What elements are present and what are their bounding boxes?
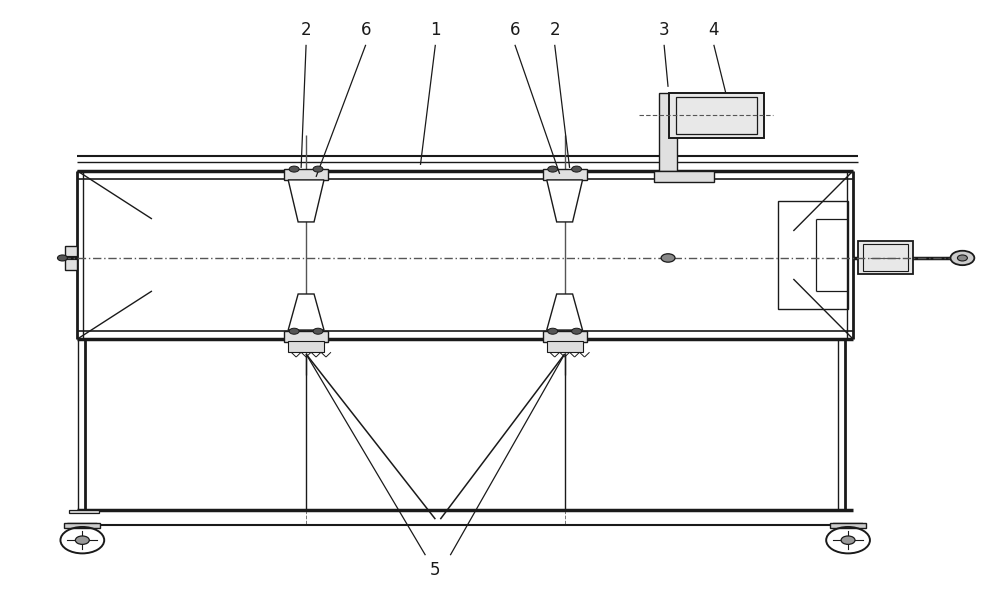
Bar [547, 341, 583, 352]
Text: 3: 3 [659, 21, 669, 39]
Bar [69, 510, 99, 513]
Circle shape [75, 536, 89, 544]
Bar [659, 93, 677, 171]
Circle shape [57, 255, 67, 261]
Circle shape [572, 166, 582, 172]
Bar [284, 331, 328, 342]
Bar [288, 341, 324, 352]
Bar [863, 244, 908, 271]
Circle shape [548, 166, 558, 172]
Bar [830, 524, 866, 528]
Text: 2: 2 [301, 21, 311, 39]
Circle shape [661, 254, 675, 262]
Bar [654, 171, 714, 182]
Polygon shape [833, 524, 863, 527]
Circle shape [313, 166, 323, 172]
Text: 1: 1 [430, 21, 441, 39]
Polygon shape [288, 294, 324, 330]
Bar [669, 93, 764, 138]
Text: 2: 2 [549, 21, 560, 39]
Circle shape [548, 328, 558, 335]
Polygon shape [67, 524, 97, 527]
Bar [64, 524, 100, 528]
Text: 4: 4 [709, 21, 719, 39]
Polygon shape [288, 180, 324, 222]
Bar [65, 246, 77, 270]
Text: 6: 6 [510, 21, 520, 39]
Circle shape [289, 328, 299, 335]
Bar [676, 97, 757, 134]
Circle shape [841, 536, 855, 544]
Circle shape [289, 166, 299, 172]
Circle shape [313, 328, 323, 335]
Bar [778, 201, 848, 309]
Text: 6: 6 [360, 21, 371, 39]
Circle shape [572, 328, 582, 335]
Bar [543, 169, 587, 180]
Polygon shape [547, 180, 583, 222]
Circle shape [950, 251, 974, 265]
Bar [858, 241, 913, 275]
Polygon shape [547, 294, 583, 330]
Bar [284, 169, 328, 180]
Bar [543, 331, 587, 342]
Text: 5: 5 [430, 561, 441, 579]
Circle shape [957, 255, 967, 261]
